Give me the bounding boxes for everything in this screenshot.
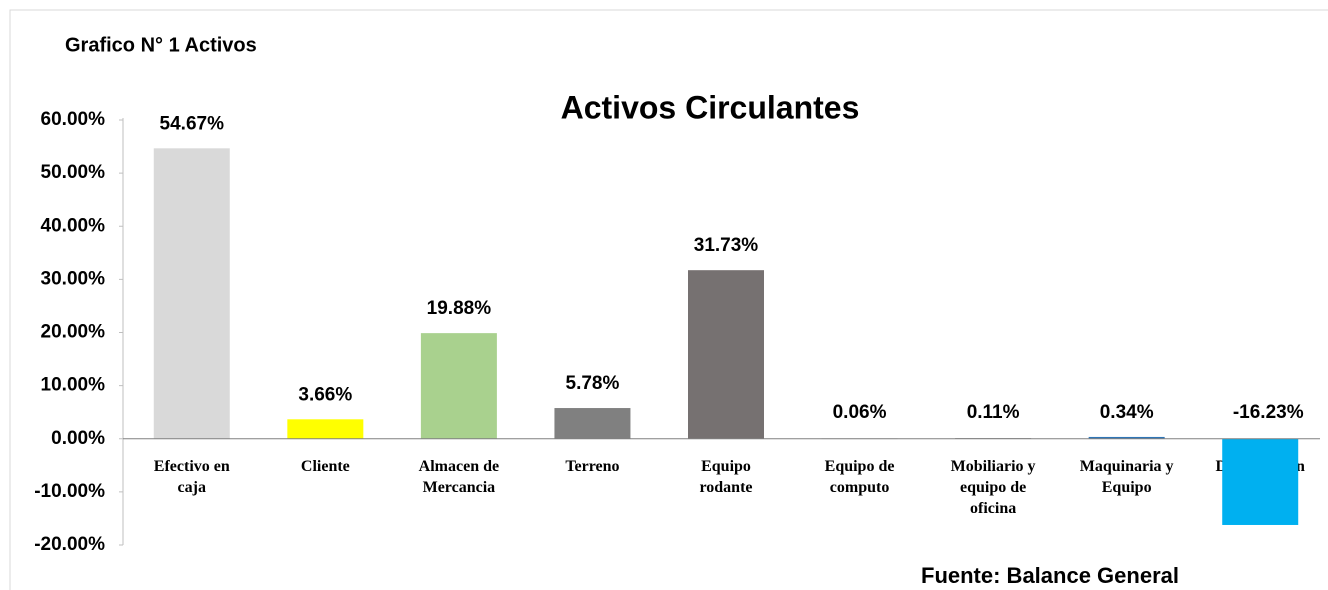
bar <box>153 148 230 439</box>
value-label: 31.73% <box>694 235 759 256</box>
value-label: -16.23% <box>1233 402 1304 423</box>
x-tick-label: Almacen de Mercancia <box>419 458 499 496</box>
value-label: 0.11% <box>967 402 1020 423</box>
y-tick-label: 30.00% <box>41 268 106 289</box>
x-tick-label: Efectivo en caja <box>154 458 230 496</box>
value-label: 0.34% <box>1100 402 1154 423</box>
value-label: 19.88% <box>427 298 492 319</box>
chart-source: Fuente: Balance General <box>921 563 1179 588</box>
x-tick-label: Cliente <box>301 458 350 475</box>
x-tick-label: Maquinaria y Equipo <box>1080 458 1174 496</box>
value-label: 5.78% <box>566 373 620 394</box>
chart-heading: Grafico N° 1 Activos <box>65 34 257 56</box>
y-tick-label: 20.00% <box>41 322 106 343</box>
bar <box>1222 438 1299 525</box>
bar <box>420 333 497 439</box>
chart-border <box>9 9 1328 590</box>
value-label: 54.67% <box>160 113 225 134</box>
y-tick-label: -10.00% <box>34 481 105 502</box>
y-tick-label: 60.00% <box>41 109 106 130</box>
x-tick-label: Equipo rodante <box>699 458 752 496</box>
x-tick-label: Mobiliario y equipo de oficina <box>951 458 1036 517</box>
bar <box>688 270 764 439</box>
y-tick-label: -20.00% <box>34 534 105 555</box>
x-tick-label: Terreno <box>565 458 619 475</box>
y-tick-label: 40.00% <box>41 215 106 236</box>
y-tick-label: 10.00% <box>41 375 106 396</box>
bar <box>287 419 364 439</box>
bar <box>554 408 631 439</box>
bar <box>1088 436 1165 439</box>
y-tick-label: 0.00% <box>51 428 105 449</box>
x-tick-label: Equipo de computo <box>825 458 895 496</box>
chart-title: Activos Circulantes <box>561 89 860 125</box>
value-label: 3.66% <box>298 384 352 405</box>
y-tick-label: 50.00% <box>41 162 106 183</box>
value-label: 0.06% <box>833 402 887 423</box>
